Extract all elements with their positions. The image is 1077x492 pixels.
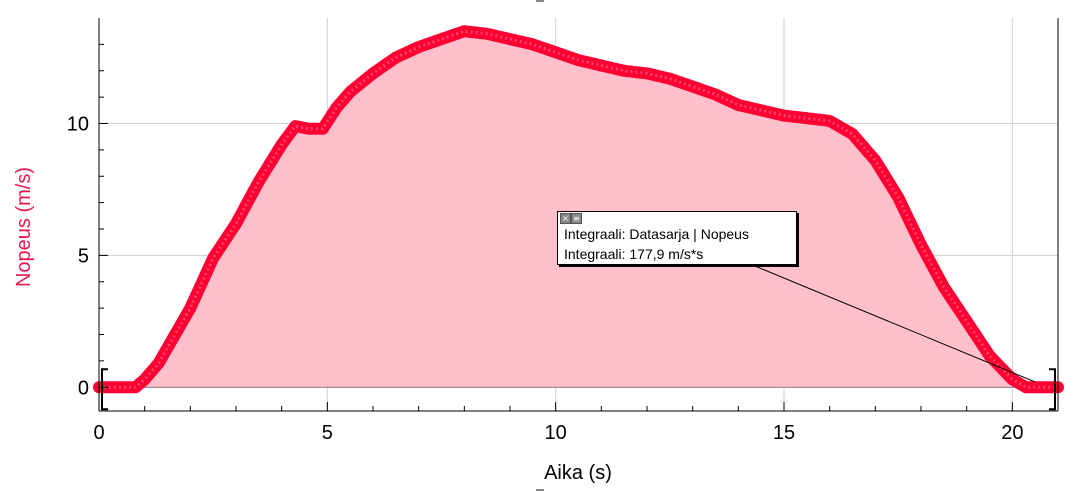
tick-labels: 0 5 10 15 20 0 5 10: [67, 114, 1024, 444]
annotation-titlebar: × ≡: [558, 212, 796, 224]
left-bracket: [101, 368, 108, 411]
annotation-line-2: Integraali: 177,9 m/s*s: [564, 246, 704, 262]
velocity-series: [93, 25, 1064, 394]
x-tick-label: 5: [322, 422, 333, 444]
x-tick-label: 10: [545, 422, 567, 444]
y-tick-label: 5: [78, 245, 89, 267]
series-line-texture: [99, 29, 1058, 389]
tick-marks: [98, 43, 1059, 411]
bottom-center-handle[interactable]: [536, 489, 544, 491]
x-tick-label: 0: [93, 422, 104, 444]
annotation-leader-line: [749, 263, 1036, 383]
y-tick-label: 0: [78, 377, 89, 399]
x-tick-label: 20: [1001, 422, 1023, 444]
integral-annotation-box[interactable]: × ≡ Integraali: Datasarja | Nopeus Integ…: [557, 211, 797, 265]
integral-brackets[interactable]: [101, 368, 1056, 411]
y-tick-label: 10: [67, 114, 89, 136]
top-center-handle[interactable]: [536, 0, 544, 2]
right-bracket: [1049, 368, 1056, 411]
options-icon[interactable]: ≡: [571, 213, 582, 224]
close-icon[interactable]: ×: [560, 213, 571, 224]
x-tick-label: 15: [773, 422, 795, 444]
annotation-line-1: Integraali: Datasarja | Nopeus: [564, 226, 749, 242]
x-axis-title: Aika (s): [544, 462, 612, 484]
axes: [98, 18, 1059, 412]
y-axis-title: Nopeus (m/s): [13, 167, 35, 287]
